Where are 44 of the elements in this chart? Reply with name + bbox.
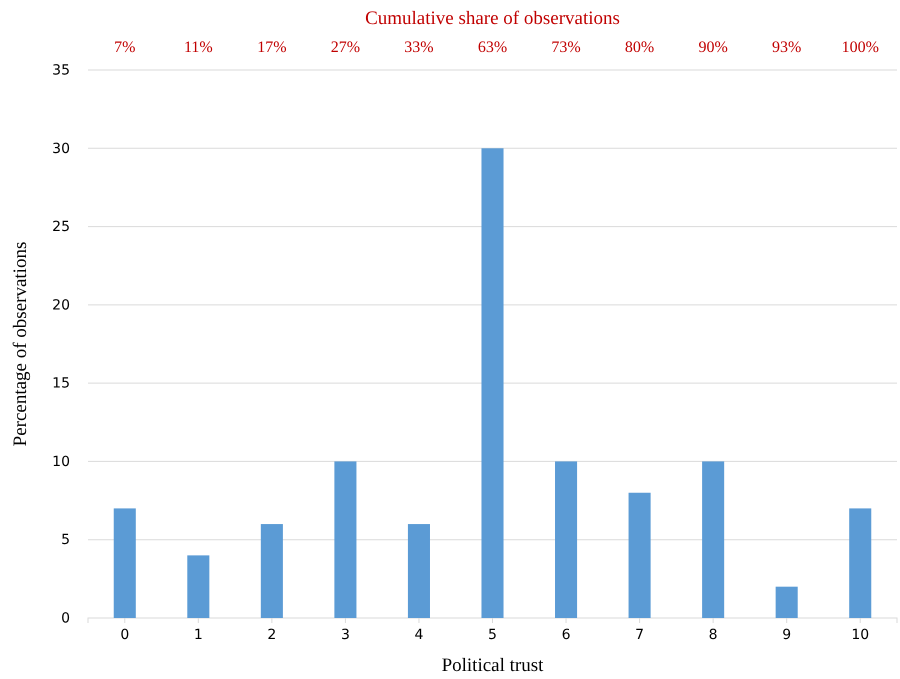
y-tick-label: 5 [61, 532, 70, 548]
x-tick-label: 6 [562, 626, 571, 643]
y-tick-label: 10 [52, 454, 70, 470]
bar [334, 461, 356, 618]
text: 93% [772, 39, 802, 56]
x-tick-label: 1 [194, 626, 203, 643]
x-tick-label: 4 [414, 626, 424, 643]
x-tick-label: 8 [708, 626, 718, 643]
y-tick-label: 0 [61, 610, 70, 626]
text: 17% [257, 39, 287, 56]
bar [702, 461, 724, 618]
x-tick-label: 5 [488, 626, 497, 643]
y-tick-label: 20 [52, 297, 70, 314]
y-axis-title: Percentage of observations [10, 242, 31, 446]
text: 100% [842, 39, 879, 56]
x-tick-label: 3 [340, 626, 350, 643]
bar [849, 508, 872, 618]
bar [260, 524, 283, 618]
bar [776, 586, 798, 618]
y-tick-label: 15 [52, 376, 70, 392]
y-tick-label: 30 [52, 140, 70, 157]
bar [555, 461, 578, 618]
bar [628, 492, 651, 618]
text: Cumulative share of observations [365, 8, 620, 29]
bar [408, 524, 430, 618]
x-tick-label: 9 [782, 626, 792, 643]
text: 80% [624, 39, 654, 56]
x-tick-label: 7 [635, 626, 644, 643]
text: 7% [114, 39, 136, 56]
y-tick-label: 25 [52, 219, 70, 236]
text: 63% [478, 39, 508, 56]
text: 27% [330, 39, 360, 56]
text: 73% [551, 39, 581, 56]
bar [481, 148, 504, 618]
x-tick-label: 10 [851, 626, 870, 643]
text: 33% [404, 39, 434, 56]
y-tick-label: 35 [52, 62, 70, 78]
x-tick-label: 2 [267, 626, 276, 643]
x-tick-label: 0 [120, 626, 130, 643]
text: 11% [184, 39, 213, 56]
bar [187, 555, 210, 618]
bar [114, 508, 136, 618]
text: 90% [698, 39, 728, 56]
x-axis-title: Political trust [442, 655, 544, 676]
